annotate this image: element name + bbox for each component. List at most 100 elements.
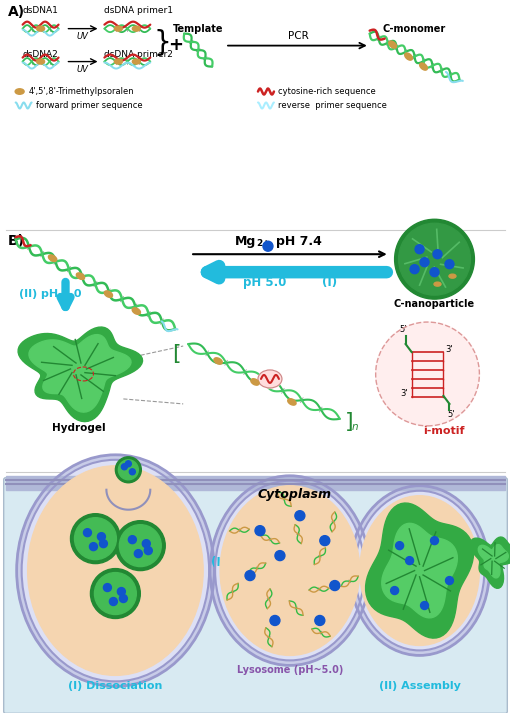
Circle shape [129, 469, 135, 475]
Circle shape [90, 568, 141, 618]
Circle shape [119, 460, 138, 480]
Circle shape [71, 513, 121, 563]
Ellipse shape [37, 59, 44, 64]
Ellipse shape [360, 496, 479, 645]
Ellipse shape [405, 53, 412, 60]
Text: dsDNA1: dsDNA1 [22, 6, 59, 15]
Text: C-monomer: C-monomer [383, 24, 446, 34]
Text: B): B) [8, 234, 25, 248]
Text: (I): (I) [322, 276, 337, 289]
Circle shape [103, 583, 111, 591]
Circle shape [109, 598, 118, 605]
Ellipse shape [434, 282, 441, 286]
Circle shape [446, 577, 453, 585]
Circle shape [399, 223, 471, 295]
Text: dsDNA2: dsDNA2 [22, 49, 58, 59]
Text: 2+: 2+ [256, 239, 270, 248]
Circle shape [390, 587, 399, 595]
Circle shape [144, 547, 152, 555]
Circle shape [83, 528, 91, 537]
Circle shape [95, 573, 136, 615]
Ellipse shape [132, 308, 141, 314]
Text: 4',5',8'-Trimethylpsoralen: 4',5',8'-Trimethylpsoralen [29, 87, 134, 96]
Ellipse shape [28, 466, 203, 675]
Text: 5': 5' [448, 410, 455, 419]
Circle shape [142, 540, 150, 548]
Ellipse shape [288, 398, 296, 405]
Text: C-nanoparticle: C-nanoparticle [394, 299, 475, 309]
Polygon shape [478, 545, 508, 578]
Text: PCR: PCR [288, 31, 308, 41]
Ellipse shape [37, 26, 44, 31]
Circle shape [245, 570, 255, 580]
Text: (I): (I) [211, 555, 226, 568]
Polygon shape [382, 523, 457, 618]
Ellipse shape [251, 378, 259, 385]
Circle shape [75, 518, 117, 560]
Ellipse shape [76, 273, 85, 279]
Text: [: [ [173, 344, 181, 364]
Text: Lysosome (pH~5.0): Lysosome (pH~5.0) [237, 665, 343, 675]
Text: 3': 3' [446, 345, 453, 353]
Ellipse shape [420, 63, 427, 70]
Circle shape [445, 260, 454, 268]
Circle shape [396, 542, 404, 550]
Circle shape [89, 543, 98, 550]
Circle shape [98, 533, 105, 540]
Polygon shape [18, 327, 143, 422]
Text: }: } [153, 29, 171, 57]
Circle shape [122, 464, 127, 470]
Text: UV: UV [77, 31, 88, 41]
Circle shape [270, 615, 280, 625]
Bar [6, 476, 505, 490]
Text: C): C) [8, 476, 25, 490]
Text: (II): (II) [361, 555, 380, 568]
Polygon shape [29, 335, 131, 412]
Ellipse shape [214, 358, 222, 364]
Ellipse shape [258, 370, 282, 388]
Text: +: + [168, 36, 183, 54]
Ellipse shape [17, 455, 214, 686]
Circle shape [433, 250, 442, 258]
Polygon shape [470, 537, 511, 588]
Ellipse shape [449, 274, 456, 278]
Ellipse shape [49, 255, 57, 261]
Circle shape [115, 521, 165, 570]
Text: A): A) [8, 5, 25, 19]
Ellipse shape [350, 486, 490, 655]
Circle shape [120, 525, 161, 567]
Circle shape [295, 511, 305, 521]
Circle shape [394, 219, 474, 299]
Circle shape [115, 457, 142, 483]
Ellipse shape [114, 59, 122, 64]
Text: dsDNA primer1: dsDNA primer1 [104, 6, 173, 15]
FancyBboxPatch shape [4, 478, 507, 713]
Ellipse shape [104, 291, 112, 298]
Ellipse shape [114, 26, 122, 31]
Text: forward primer sequence: forward primer sequence [36, 101, 142, 110]
Circle shape [421, 601, 429, 610]
Text: Cytoplasm: Cytoplasm [258, 488, 332, 501]
Circle shape [315, 615, 325, 625]
Circle shape [406, 557, 413, 565]
Ellipse shape [132, 59, 141, 64]
Text: i-motif: i-motif [423, 426, 464, 436]
Ellipse shape [355, 491, 484, 650]
Text: pH 5.0: pH 5.0 [40, 289, 81, 299]
Ellipse shape [132, 26, 141, 31]
Circle shape [263, 241, 273, 251]
Circle shape [255, 526, 265, 536]
Text: pH 5.0: pH 5.0 [243, 276, 287, 289]
Circle shape [120, 595, 127, 603]
Ellipse shape [215, 481, 365, 660]
Circle shape [410, 265, 419, 273]
Text: 5': 5' [400, 325, 407, 334]
Circle shape [415, 245, 424, 253]
Text: cytosine-rich sequence: cytosine-rich sequence [278, 87, 376, 96]
Ellipse shape [389, 41, 397, 48]
Ellipse shape [220, 486, 360, 655]
Circle shape [330, 580, 340, 590]
Circle shape [128, 536, 136, 543]
Text: (I) Dissociation: (I) Dissociation [68, 681, 162, 691]
Circle shape [100, 540, 107, 548]
